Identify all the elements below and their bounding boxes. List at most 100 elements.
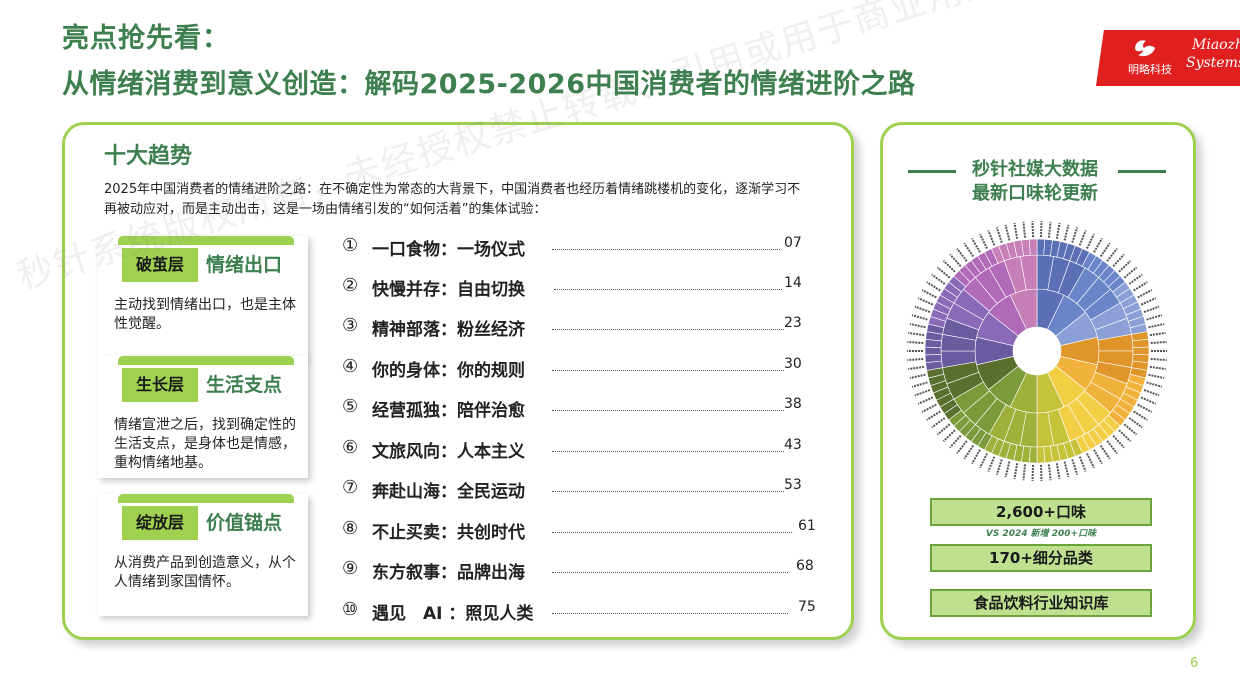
toc-text: 精神部落：粉丝经济 (372, 320, 525, 340)
toc-leader (552, 410, 784, 411)
wheel-outer-label-mark (1099, 444, 1111, 460)
toc-number: ① (342, 235, 359, 256)
wheel-outer-label-mark (956, 440, 968, 455)
wheel-outer-label-mark (909, 322, 926, 329)
toc-number: ⑦ (342, 477, 359, 498)
wheel-outer-label-mark (907, 357, 924, 362)
wheel-outer-label-mark (914, 305, 931, 313)
page-kicker: 亮点抢先看： (62, 23, 230, 54)
toc-number: ⑤ (342, 396, 359, 417)
wheel-outer-label-mark (914, 389, 931, 397)
wheel-outer-label-mark (1071, 227, 1079, 243)
wheel-outer-label-mark (921, 403, 937, 413)
wheel-outer-label-mark (987, 230, 996, 246)
toc-text: 遇见 AI ：照见人类 (372, 604, 534, 624)
toc-text: 经营孤独：陪伴治愈 (372, 401, 525, 421)
wheel-outer-label-mark (995, 459, 1003, 475)
layer-card-1: 破茧层 情绪出口 主动找到情绪出口，也是主体性觉醒。 (98, 236, 308, 358)
wheel-outer-label-mark (1031, 221, 1035, 238)
wheel-outer-segment (1028, 238, 1038, 256)
layer-name: 破茧层 (122, 248, 198, 282)
toc-item[interactable]: ② 快慢并存：自由切换 14 (340, 272, 820, 302)
toc-item[interactable]: ⑥ 文旅风向：人本主义 43 (340, 434, 820, 464)
toc-number: ⑩ (342, 599, 359, 620)
toc-text: 文旅风向：人本主义 (372, 442, 525, 462)
trends-title: 十大趋势 (104, 144, 193, 169)
layer-card-3: 绽放层 价值锚点 从消费产品到创造意义，从个人情绪到家国情怀。 (98, 494, 308, 616)
flavor-wheel-title-line1: 秒针社媒大数据 (972, 159, 1098, 180)
wheel-outer-label-mark (931, 417, 946, 429)
wheel-outer-label-mark (1146, 381, 1163, 388)
wheel-outer-label-mark (979, 453, 988, 469)
toc-leader (552, 491, 784, 492)
toc-leader (552, 249, 780, 250)
wheel-outer-label-mark (1093, 237, 1103, 253)
toc-item[interactable]: ① 一口食物：一场仪式 07 (340, 232, 820, 262)
toc-leader (552, 451, 784, 452)
toc-item[interactable]: ⑨ 东方叙事：品牌出海 68 (340, 555, 820, 585)
wheel-outer-label-mark (908, 365, 925, 371)
wheel-outer-label-mark (1047, 221, 1052, 238)
wheel-outer-segment (1132, 346, 1150, 356)
toc-leader (552, 370, 784, 371)
toc-leader (552, 532, 792, 533)
toc-number: ⑥ (342, 437, 359, 458)
wheel-outer-label-mark (1063, 461, 1070, 478)
toc-item[interactable]: ⑦ 奔赴山海：全民运动 53 (340, 474, 820, 504)
wheel-outer-label-mark (1071, 459, 1079, 475)
toc-number: ② (342, 275, 359, 296)
flavor-wheel-title: 秒针社媒大数据 最新口味轮更新 (904, 158, 1166, 206)
logo: 明略科技 Miaozhen Systems (1108, 33, 1240, 83)
wheel-outer-label-mark (1099, 242, 1111, 258)
wheel-outer-label-mark (1128, 273, 1143, 285)
wheel-outer-label-mark (987, 456, 996, 472)
layer-desc: 从消费产品到创造意义，从个人情绪到家国情怀。 (114, 555, 296, 590)
toc-page: 53 (784, 477, 802, 493)
wheel-outer-label-mark (926, 410, 941, 421)
toc-item[interactable]: ③ 精神部落：粉丝经济 23 (340, 312, 820, 342)
toc-item[interactable]: ⑩ 遇见 AI ：照见人类 75 (340, 596, 820, 626)
flavor-wheel-title-line2: 最新口味轮更新 (972, 183, 1098, 204)
toc-item[interactable]: ④ 你的身体：你的规则 30 (340, 353, 820, 383)
toc-page: 68 (796, 558, 814, 574)
title-rule-left (908, 170, 956, 173)
logo-cn: 明略科技 (1128, 63, 1172, 76)
wheel-outer-label-mark (1022, 464, 1027, 481)
wheel-outer-label-mark (926, 281, 941, 292)
wheel-outer-label-mark (921, 289, 937, 299)
wheel-outer-segment (1132, 338, 1150, 348)
wheel-outer-label-mark (1128, 417, 1143, 429)
stat-categories: 170+细分品类 (930, 544, 1152, 572)
wheel-outer-label-mark (1004, 224, 1011, 241)
wheel-outer-label-mark (1118, 429, 1132, 443)
wheel-outer-segment (924, 354, 942, 364)
layer-top-bar (118, 236, 294, 245)
wheel-outer-label-mark (1047, 464, 1052, 481)
toc-number: ④ (342, 356, 359, 377)
wheel-outer-label-mark (1106, 440, 1118, 455)
layer-tag: 价值锚点 (206, 512, 283, 534)
wheel-outer-label-mark (1148, 322, 1165, 329)
wheel-outer-label-mark (907, 340, 924, 345)
wheel-outer-label-mark (1013, 463, 1019, 480)
toc-page: 30 (784, 356, 802, 372)
layer-desc: 主动找到情绪出口，也是主体性觉醒。 (114, 297, 296, 332)
wheel-outer-label-mark (1039, 221, 1043, 238)
toc-item[interactable]: ⑤ 经营孤独：陪伴治愈 38 (340, 393, 820, 423)
stat-note: VS 2024 新增 200+口味 (985, 529, 1097, 539)
wheel-outer-label-mark (908, 331, 925, 337)
wheel-outer-label-mark (971, 237, 981, 253)
wheel-outer-label-mark (963, 444, 975, 460)
wheel-outer-label-mark (1106, 247, 1118, 262)
page-title: 从情绪消费到意义创造：解码2025-2026中国消费者的情绪进阶之路 (62, 69, 916, 100)
toc-item[interactable]: ⑧ 不止买卖：共创时代 61 (340, 515, 820, 545)
wheel-outer-label-mark (1137, 403, 1153, 413)
toc-leader (552, 572, 788, 573)
toc-number: ⑧ (342, 518, 359, 539)
wheel-outer-label-mark (936, 423, 951, 436)
wheel-outer-label-mark (1133, 410, 1148, 421)
toc-page: 38 (784, 396, 802, 412)
toc-text: 快慢并存：自由切换 (372, 280, 525, 300)
wheel-outer-label-mark (995, 227, 1003, 243)
wheel-outer-label-mark (942, 429, 956, 443)
